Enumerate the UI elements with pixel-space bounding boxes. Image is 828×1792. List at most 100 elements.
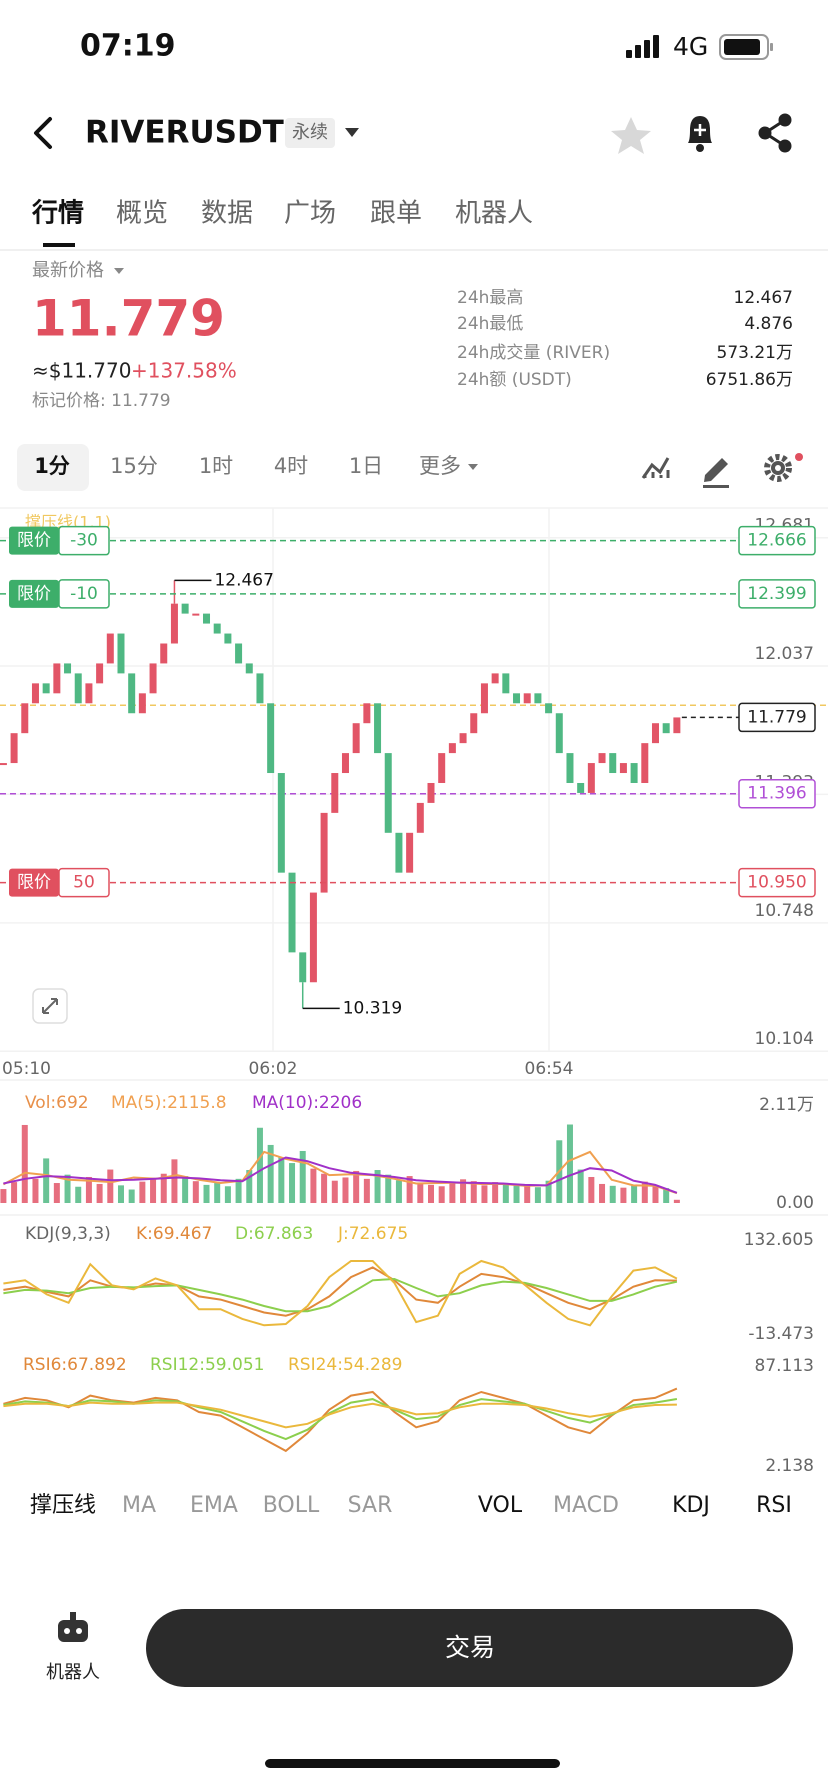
tab[interactable]: 跟单: [370, 199, 422, 229]
status-time: 07:19: [80, 29, 176, 64]
indicator-tab[interactable]: SAR: [348, 1493, 393, 1518]
volume-bar: [192, 1181, 199, 1203]
y-tick-label: 10.748: [755, 901, 814, 921]
symbol[interactable]: RIVERUSDT: [85, 115, 284, 151]
price-change: +137.58%: [131, 359, 237, 383]
volume-bar: [449, 1183, 456, 1203]
candle: [577, 782, 585, 793]
usd-price: ≈$11.770: [32, 359, 131, 383]
candle: [363, 703, 371, 724]
price-label-caret: [114, 268, 124, 274]
candle: [641, 743, 649, 783]
candle: [267, 703, 275, 774]
indicator-tab[interactable]: VOL: [478, 1493, 523, 1518]
stat-label: 24h成交量 (RIVER): [457, 343, 610, 363]
candle: [256, 673, 264, 704]
candle: [545, 703, 553, 714]
timeframe[interactable]: 1分: [34, 454, 70, 478]
indicator-tab[interactable]: EMA: [190, 1493, 238, 1518]
tab[interactable]: 机器人: [455, 199, 533, 229]
candle: [235, 643, 243, 664]
candle: [673, 717, 681, 734]
tab[interactable]: 数据: [201, 199, 253, 229]
candle: [341, 753, 349, 774]
candle: [224, 633, 232, 644]
volume-bar: [150, 1179, 157, 1203]
volume-bar: [160, 1173, 167, 1203]
favorite-button[interactable]: [611, 117, 651, 154]
candle: [149, 663, 157, 694]
volume-bar: [588, 1176, 595, 1203]
order-tag[interactable]: [9, 579, 59, 608]
volume-bar: [214, 1183, 221, 1203]
volume-bar: [117, 1185, 124, 1203]
stat-value: 573.21万: [717, 343, 793, 363]
x-tick-label: 05:10: [2, 1059, 51, 1079]
max-label: 12.467: [214, 570, 273, 590]
indicator-tab[interactable]: 撑压线: [30, 1493, 96, 1518]
order-qty-box[interactable]: [58, 525, 110, 556]
candle: [96, 663, 104, 684]
indicator-tab[interactable]: KDJ: [672, 1493, 710, 1518]
candle: [480, 683, 488, 714]
trade-label[interactable]: 交易: [445, 1633, 495, 1662]
x-tick-label: 06:54: [525, 1059, 574, 1079]
timeframe[interactable]: 4时: [274, 454, 308, 478]
volume-bar: [631, 1184, 638, 1203]
indicator-tab[interactable]: RSI: [756, 1493, 792, 1518]
settings-button[interactable]: [764, 453, 803, 482]
volume-bar: [21, 1124, 28, 1203]
order-label[interactable]: 限价: [17, 584, 51, 604]
level-tag: [738, 778, 816, 809]
indicator-tab[interactable]: MACD: [553, 1493, 619, 1518]
order-qty-box[interactable]: [58, 867, 110, 898]
volume-bar: [128, 1189, 135, 1203]
order-qty[interactable]: -30: [70, 531, 98, 551]
volume-bar: [256, 1127, 263, 1203]
robot-icon[interactable]: [58, 1612, 88, 1642]
timeframe[interactable]: 1日: [349, 454, 383, 478]
symbol-dropdown[interactable]: [345, 128, 359, 137]
volume-bar: [502, 1184, 509, 1203]
volume-bar: [663, 1188, 670, 1203]
share-button[interactable]: [758, 113, 792, 153]
order-qty[interactable]: -10: [70, 584, 98, 604]
tab[interactable]: 概览: [116, 199, 168, 229]
order-tag[interactable]: [9, 868, 59, 897]
stat-label: 24h最高: [457, 288, 523, 308]
order-label[interactable]: 限价: [17, 531, 51, 551]
draw-button[interactable]: [703, 458, 729, 488]
candle: [448, 743, 456, 754]
back-button[interactable]: [34, 117, 52, 149]
indicator-line: [3, 1156, 678, 1194]
timeframe[interactable]: 更多: [419, 454, 461, 478]
timeframe[interactable]: 1时: [199, 454, 233, 478]
order-tag[interactable]: [9, 526, 59, 555]
min-label: 10.319: [343, 998, 402, 1018]
tab-indicator: [43, 243, 75, 247]
order-price-tag: [738, 867, 816, 898]
contract-badge: 永续: [292, 122, 328, 143]
tab[interactable]: 广场: [284, 199, 336, 229]
price-label[interactable]: 最新价格: [32, 260, 104, 281]
indicator-button[interactable]: [641, 457, 670, 479]
order-qty[interactable]: 50: [73, 873, 95, 893]
order-qty-box[interactable]: [58, 579, 110, 609]
trade-button[interactable]: [146, 1609, 793, 1687]
indicator-line: [3, 1398, 678, 1441]
volume-bar: [428, 1184, 434, 1203]
timeframe[interactable]: 15分: [110, 454, 158, 478]
volume-bar: [374, 1170, 381, 1203]
order-label[interactable]: 限价: [17, 873, 51, 893]
indicator-tab[interactable]: BOLL: [263, 1493, 320, 1518]
indicator-tab[interactable]: MA: [122, 1493, 156, 1518]
robot-label[interactable]: 机器人: [46, 1662, 100, 1683]
expand-button[interactable]: [32, 988, 68, 1024]
candle: [662, 723, 670, 734]
volume-bar: [406, 1176, 413, 1203]
volume-bar: [267, 1144, 274, 1203]
volume-bar: [321, 1173, 328, 1203]
alert-button[interactable]: [688, 116, 712, 152]
tab[interactable]: 行情: [31, 198, 84, 229]
